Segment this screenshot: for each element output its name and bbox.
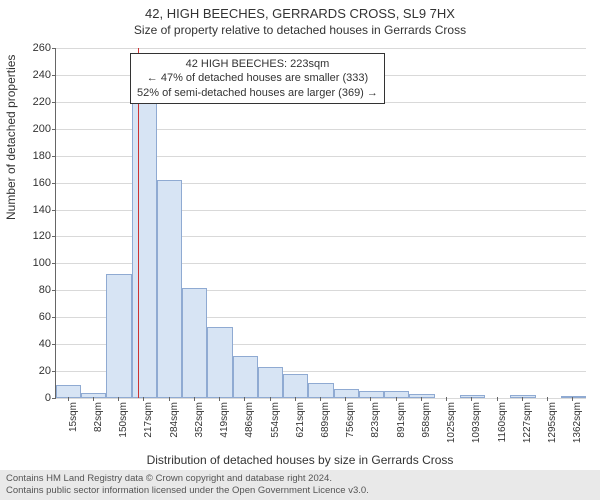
x-tick-label: 823sqm [370,402,381,438]
x-tick-label: 958sqm [421,402,432,438]
x-tick-label: 621sqm [295,402,306,438]
x-tick-label: 1295sqm [547,402,558,443]
y-tick-label: 40 [11,338,51,350]
x-tick-label: 217sqm [143,402,154,438]
x-tick-label: 419sqm [219,402,230,438]
x-tick-label: 150sqm [118,402,129,438]
footer-line1: Contains HM Land Registry data © Crown c… [6,473,594,485]
histogram-bar [258,367,283,398]
histogram-bar [283,374,308,398]
x-ticks: 15sqm 82sqm 150sqm 217sqm 284sqm 352sqm 419sqm… [55,398,585,448]
footer: Contains HM Land Registry data © Crown c… [0,470,600,500]
y-tick-label: 160 [11,177,51,189]
histogram-bar [233,356,258,398]
y-tick-label: 260 [11,42,51,54]
chart-container: 42, HIGH BEECHES, GERRARDS CROSS, SL9 7H… [0,0,600,500]
footer-line2: Contains public sector information licen… [6,485,594,497]
histogram-bar [56,385,81,398]
annotation-box: 42 HIGH BEECHES: 223sqm ← 47% of detache… [130,53,385,104]
x-tick-label: 554sqm [270,402,281,438]
annotation-line1: 42 HIGH BEECHES: 223sqm [137,57,378,71]
x-tick-label: 15sqm [68,402,79,432]
x-tick-label: 1362sqm [572,402,583,443]
x-tick-label: 486sqm [244,402,255,438]
histogram-bar [207,327,232,398]
y-tick-label: 60 [11,311,51,323]
histogram-bar [157,180,182,398]
x-tick-label: 1093sqm [471,402,482,443]
x-tick-label: 82sqm [93,402,104,432]
x-tick-label: 1025sqm [446,402,457,443]
y-ticks: 020406080100120140160180200220240260 [0,48,55,398]
x-tick-label: 1227sqm [522,402,533,443]
y-tick-label: 220 [11,96,51,108]
y-tick-label: 80 [11,284,51,296]
x-tick-label: 689sqm [320,402,331,438]
y-tick-label: 180 [11,150,51,162]
x-tick-label: 1160sqm [497,402,508,442]
annotation-line2: ← 47% of detached houses are smaller (33… [137,71,378,85]
x-tick-label: 756sqm [345,402,356,438]
histogram-bar [132,94,157,398]
y-tick-label: 120 [11,230,51,242]
x-tick-label: 891sqm [396,402,407,438]
y-tick-label: 100 [11,257,51,269]
histogram-bar [106,274,131,398]
annotation-line3: 52% of semi-detached houses are larger (… [137,86,378,100]
y-tick-label: 240 [11,69,51,81]
y-tick-label: 140 [11,204,51,216]
chart-subtitle: Size of property relative to detached ho… [0,21,600,37]
histogram-bar [182,288,207,398]
y-tick-label: 20 [11,365,51,377]
x-axis-label: Distribution of detached houses by size … [0,453,600,467]
histogram-bar [384,391,409,398]
gridline [56,48,586,49]
chart-title: 42, HIGH BEECHES, GERRARDS CROSS, SL9 7H… [0,0,600,21]
histogram-bar [308,383,333,398]
y-tick-label: 0 [11,392,51,404]
x-tick-label: 284sqm [169,402,180,438]
y-tick-label: 200 [11,123,51,135]
x-tick-label: 352sqm [194,402,205,438]
